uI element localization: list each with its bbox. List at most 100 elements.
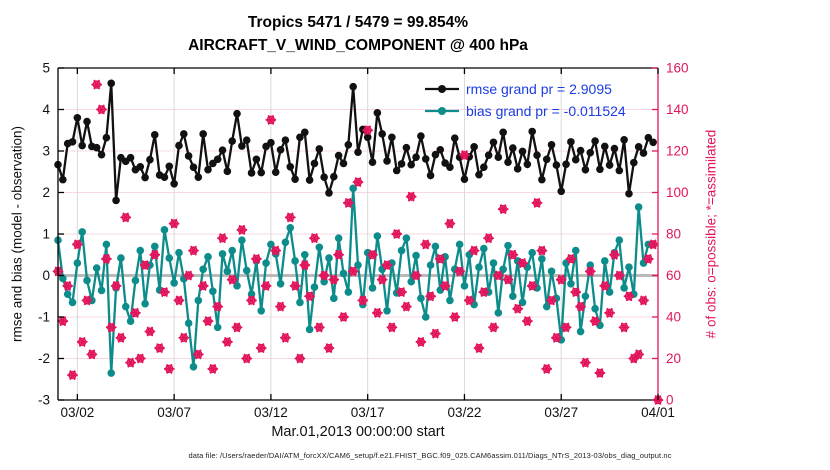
left-tick-label: 0 xyxy=(42,268,50,283)
right-tick-label: 140 xyxy=(666,102,689,117)
bias-marker xyxy=(276,280,285,288)
x-tick-label: 04/01 xyxy=(641,405,675,420)
right-tick-label: 20 xyxy=(666,351,681,366)
rmse-marker xyxy=(184,152,193,160)
obs-assimilated-marker xyxy=(241,353,253,364)
rmse-marker xyxy=(354,148,362,157)
rmse-marker xyxy=(305,176,314,184)
rmse-marker xyxy=(630,158,638,167)
rmse-marker xyxy=(194,173,203,181)
obs-assimilated-marker xyxy=(584,266,596,277)
obs-assimilated-marker xyxy=(342,198,354,208)
obs-assimilated-marker xyxy=(144,326,156,337)
bias-marker xyxy=(286,223,295,232)
bias-marker xyxy=(238,236,246,245)
bias-marker xyxy=(310,283,319,291)
obs-assimilated-marker xyxy=(280,332,291,343)
rmse-marker xyxy=(639,149,648,157)
bias-marker xyxy=(97,286,106,295)
rmse-marker xyxy=(421,155,430,163)
legend-bias-label: bias grand pr = -0.011524 xyxy=(466,103,626,119)
obs-assimilated-marker xyxy=(439,281,451,291)
rmse-marker xyxy=(223,167,232,176)
bias-marker xyxy=(136,246,145,255)
obs-assimilated-marker xyxy=(173,295,185,306)
right-tick-label: 0 xyxy=(666,393,674,408)
obs-assimilated-marker xyxy=(318,270,330,281)
obs-assimilated-marker xyxy=(168,218,180,229)
bias-marker xyxy=(383,306,391,315)
rmse-marker xyxy=(470,143,478,151)
obs-assimilated-marker xyxy=(618,322,630,333)
bias-marker xyxy=(242,266,251,275)
rmse-marker xyxy=(368,158,377,167)
bias-line xyxy=(56,188,654,374)
obs-assimilated-marker xyxy=(163,364,175,374)
obs-assimilated-marker xyxy=(502,274,514,285)
obs-assimilated-marker xyxy=(101,254,112,264)
legend-rmse-line-icon xyxy=(425,85,459,93)
rmse-marker xyxy=(68,138,77,146)
obs-assimilated-marker xyxy=(120,212,132,223)
rmse-marker xyxy=(509,144,517,152)
obs-assimilated-marker xyxy=(531,198,543,208)
obs-assimilated-marker xyxy=(338,312,349,322)
y-axis-label-right: # of obs: o=possible; *=assimilated xyxy=(703,129,719,339)
obs-assimilated-marker xyxy=(396,287,407,297)
obs-assimilated-marker xyxy=(67,370,78,380)
rmse-marker xyxy=(504,158,512,167)
bias-marker xyxy=(581,292,590,301)
obs-assimilated-marker xyxy=(638,295,649,306)
obs-assimilated-marker xyxy=(197,281,209,291)
obs-assimilated-marker xyxy=(430,328,441,339)
rmse-marker xyxy=(581,165,590,174)
chart-title-line1: Tropics 5471 / 5479 = 99.854% xyxy=(247,14,469,31)
bias-marker xyxy=(402,234,411,242)
obs-assimilated-marker xyxy=(444,218,456,229)
bias-marker xyxy=(325,254,333,262)
bias-marker xyxy=(571,246,580,255)
rmse-marker xyxy=(73,114,82,122)
legend-entry-rmse: rmse grand pr = 2.9095 xyxy=(424,80,612,98)
obs-assimilated-marker xyxy=(362,125,374,136)
obs-assimilated-marker xyxy=(231,322,243,333)
bias-marker xyxy=(83,276,91,285)
obs-assimilated-marker xyxy=(178,332,190,343)
rmse-marker xyxy=(252,155,261,164)
obs-assimilated-marker xyxy=(212,301,224,312)
bias-marker xyxy=(494,309,503,317)
obs-assimilated-marker xyxy=(192,349,204,360)
rmse-marker xyxy=(281,136,290,145)
obs-assimilated-marker xyxy=(633,349,644,360)
obs-assimilated-marker xyxy=(115,332,127,343)
obs-assimilated-marker xyxy=(134,353,146,364)
obs-assimilated-marker xyxy=(207,364,219,374)
rmse-marker xyxy=(175,141,183,150)
rmse-marker xyxy=(310,159,319,168)
obs-assimilated-marker xyxy=(265,115,277,125)
bias-marker xyxy=(160,226,169,234)
bias-marker xyxy=(547,267,556,276)
rmse-marker xyxy=(150,131,159,139)
bias-marker xyxy=(509,292,517,301)
bias-marker xyxy=(223,267,232,276)
rmse-marker xyxy=(267,138,275,147)
obs-assimilated-marker xyxy=(139,260,151,270)
bias-marker xyxy=(567,280,575,288)
rmse-marker xyxy=(141,173,149,182)
rmse-marker xyxy=(625,189,633,198)
bias-marker xyxy=(228,246,236,255)
rmse-marker xyxy=(388,133,396,142)
obs-assimilated-marker xyxy=(149,249,161,260)
rmse-marker xyxy=(291,175,299,184)
rmse-marker xyxy=(605,161,614,169)
obs-assimilated-marker xyxy=(405,191,417,202)
obs-assimilated-marker xyxy=(546,295,557,306)
bias-marker xyxy=(460,282,469,290)
obs-assimilated-marker xyxy=(294,353,306,364)
bias-marker xyxy=(334,234,343,242)
obs-assimilated-marker xyxy=(575,301,586,312)
bias-marker xyxy=(412,251,420,260)
legend-rmse-label: rmse grand pr = 2.9095 xyxy=(466,81,612,97)
bias-marker xyxy=(315,243,324,252)
